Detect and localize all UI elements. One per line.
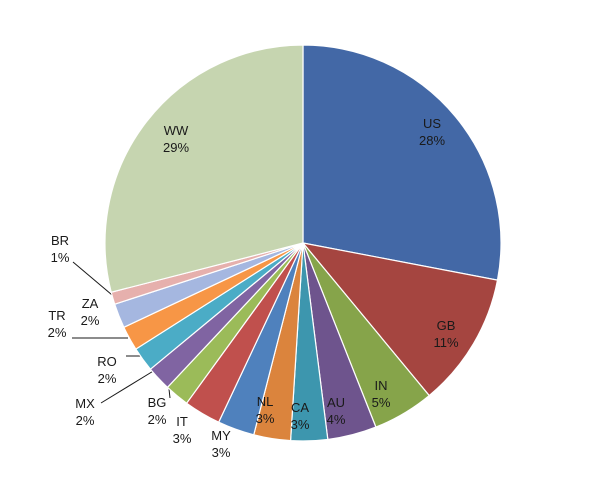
leader-line-br [72,261,119,301]
slice-value-mx: 2% [76,413,95,428]
slice-label-au: AU 4% [327,395,346,427]
slice-label-nl: NL 3% [256,394,275,426]
slice-value-ww: 29% [163,140,189,155]
pie-slice-us [302,44,502,281]
slice-value-in: 5% [372,395,391,410]
slice-label-in: IN 5% [372,378,391,410]
pie-slice-ww [104,44,304,293]
leader-line-mx [100,369,156,404]
slice-category-au: AU [327,395,345,410]
pie-slice-gb [301,242,499,397]
slice-value-ca: 3% [291,417,310,432]
slice-label-mx: MX 2% [75,396,95,428]
slice-value-gb: 11% [433,335,458,350]
slice-category-nl: NL [257,394,274,409]
slice-value-us: 28% [419,133,445,148]
slice-category-us: US [423,116,441,131]
slice-category-mx: MX [75,396,95,411]
slice-label-ww: WW 29% [163,123,189,155]
slice-category-br: BR [51,233,69,248]
slice-label-it: IT 3% [173,414,192,446]
slice-value-za: 2% [81,313,100,328]
slice-value-br: 1% [51,250,70,265]
slice-label-us: US 28% [419,116,445,148]
slice-label-tr: TR 2% [48,308,67,340]
slice-category-my: MY [211,428,231,443]
slice-value-my: 3% [212,445,231,460]
slice-value-bg: 2% [148,412,167,427]
slice-value-ro: 2% [98,371,117,386]
slice-category-tr: TR [48,308,65,323]
slice-label-ro: RO 2% [97,354,117,386]
slice-category-ca: CA [291,400,309,415]
slice-category-ro: RO [97,354,117,369]
slice-label-gb: GB 11% [433,318,458,350]
slice-category-bg: BG [148,395,167,410]
slice-label-ca: CA 3% [291,400,310,432]
slice-category-ww: WW [164,123,189,138]
slice-label-za: ZA 2% [81,296,100,328]
slice-labels: US 28%GB 11%IN 5%AU 4%CA 3%NL 3%MY 3%IT 3%BG 2%MX… [48,116,459,460]
pie-slices [104,44,502,442]
slice-label-br: BR 1% [51,233,70,265]
slice-value-nl: 3% [256,411,275,426]
slice-category-in: IN [375,378,388,393]
slice-value-tr: 2% [48,325,67,340]
slice-category-gb: GB [437,318,456,333]
slice-value-it: 3% [173,431,192,446]
slice-label-my: MY 3% [211,428,231,460]
slice-value-au: 4% [327,412,346,427]
slice-label-bg: BG 2% [148,395,167,427]
slice-category-it: IT [176,414,188,429]
slice-category-za: ZA [82,296,99,311]
